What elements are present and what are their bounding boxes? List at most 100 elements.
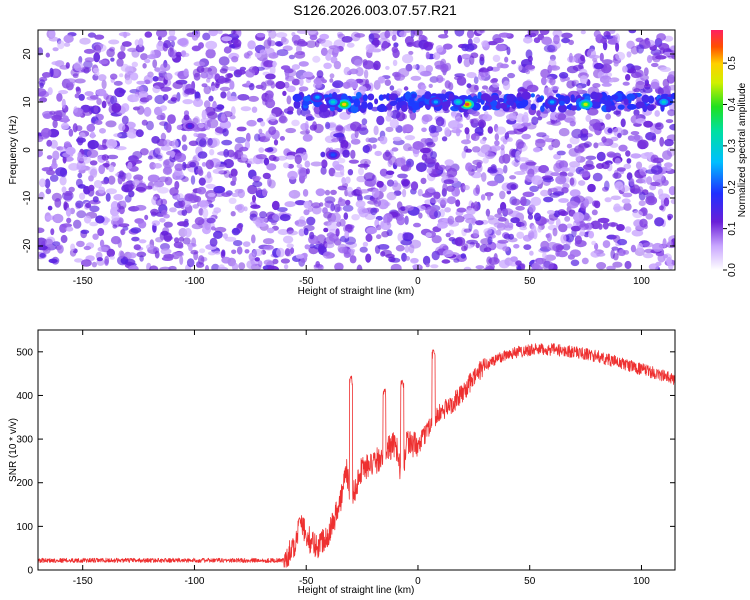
spectrogram-noise-cell: [246, 260, 256, 270]
spectrogram-noise-cell: [636, 44, 645, 54]
spectrogram-noise-cell: [252, 194, 256, 203]
spectrogram-noise-cell: [629, 177, 635, 187]
spectrogram-noise-cell: [52, 119, 58, 129]
spectrogram-noise-cell: [441, 136, 448, 142]
spectrogram-noise-cell: [312, 82, 323, 89]
spectrogram-band-cell: [506, 93, 516, 102]
spectrogram-noise-cell: [450, 111, 457, 117]
spectrogram-noise-cell: [425, 263, 430, 268]
spectrogram-noise-cell: [234, 188, 244, 194]
spectrogram-noise-cell: [101, 79, 107, 90]
spectrogram-noise-cell: [160, 248, 172, 255]
spectrogram-noise-cell: [209, 149, 215, 156]
spectrogram-noise-cell: [643, 120, 653, 128]
spectrogram-band-cell: [627, 103, 637, 110]
spectrogram-noise-cell: [160, 145, 172, 151]
spectrogram-noise-cell: [134, 204, 147, 211]
spectrogram-noise-cell: [65, 207, 72, 217]
spectrogram-noise-cell: [536, 110, 541, 117]
spectrogram-noise-cell: [291, 64, 301, 70]
spectrogram-noise-cell: [609, 78, 614, 83]
spectrogram-noise-cell: [508, 233, 514, 240]
spectrogram-noise-cell: [114, 87, 125, 98]
spectrogram-noise-cell: [606, 265, 616, 270]
spectrogram-noise-cell: [404, 205, 414, 211]
spectrogram-noise-cell: [201, 162, 207, 167]
spectrogram-noise-cell: [483, 228, 493, 235]
spectrogram-noise-cell: [569, 249, 582, 257]
spectrogram-noise-cell: [263, 157, 270, 166]
spectrogram-noise-cell: [543, 196, 554, 203]
spectrogram-noise-cell: [598, 223, 603, 230]
spectrogram-noise-cell: [573, 195, 585, 203]
spectrogram-noise-cell: [85, 202, 92, 209]
spectrogram-noise-cell: [511, 60, 517, 65]
spectrogram-noise-cell: [377, 76, 386, 84]
spectrogram-noise-cell: [57, 244, 64, 254]
spectrogram-noise-cell: [285, 127, 297, 134]
spectrogram-noise-cell: [510, 217, 520, 224]
x-tick-label: -150: [73, 576, 93, 587]
spectrogram-noise-cell: [574, 145, 585, 154]
spectrogram-noise-cell: [331, 138, 340, 143]
spectrogram-noise-cell: [638, 200, 646, 207]
spectrogram-noise-cell: [568, 165, 576, 174]
spectrogram-noise-cell: [262, 188, 267, 197]
spectrogram-noise-cell: [149, 162, 156, 170]
snr-series-line: [38, 343, 675, 568]
snr-frame: [37, 329, 676, 571]
spectrogram-noise-cell: [170, 150, 175, 158]
spectrogram-noise-cell: [192, 204, 199, 209]
spectrogram-noise-cell: [461, 150, 467, 159]
spectrogram-feature-peak: [330, 100, 336, 104]
spectrogram-noise-cell: [131, 61, 138, 68]
colorbar-tick-label: 0.3: [727, 138, 738, 152]
spectrogram-noise-cell: [329, 78, 334, 83]
spectrogram-noise-cell: [499, 190, 506, 200]
spectrogram-noise-cell: [348, 248, 356, 254]
spectrogram-noise-cell: [223, 158, 234, 169]
spectrogram-noise-cell: [93, 44, 102, 55]
spectrogram-noise-cell: [146, 120, 154, 131]
spectrogram-noise-cell: [421, 192, 433, 198]
spectrogram-noise-cell: [493, 37, 505, 44]
spectrogram-noise-cell: [267, 177, 272, 187]
spectrogram-noise-cell: [155, 154, 163, 159]
spectrogram-noise-cell: [404, 135, 416, 141]
spectrogram-noise-cell: [347, 169, 354, 176]
spectrogram-noise-cell: [238, 262, 246, 270]
spectrogram-noise-cell: [351, 214, 360, 221]
spectrogram-noise-cell: [503, 164, 508, 174]
spectrogram-noise-cell: [498, 259, 510, 269]
spectrogram-noise-cell: [90, 131, 96, 139]
spectrogram-noise-cell: [361, 118, 368, 125]
spectrogram-noise-cell: [231, 192, 240, 198]
spectrogram-noise-cell: [250, 204, 261, 209]
spectrogram-noise-cell: [570, 259, 580, 267]
spectrogram-noise-cell: [625, 74, 631, 81]
spectrogram-noise-cell: [607, 222, 619, 227]
spectrogram-noise-cell: [82, 110, 93, 116]
spectrogram-noise-cell: [110, 57, 115, 62]
spectrogram-noise-cell: [579, 170, 591, 178]
spectrogram-noise-cell: [391, 46, 398, 54]
spectrogram-noise-cell: [350, 121, 362, 132]
spectrogram-band-cell: [411, 93, 417, 99]
spectrogram-noise-cell: [102, 139, 108, 149]
spectrogram-noise-cell: [486, 256, 492, 265]
spectrogram-noise-cell: [515, 205, 525, 211]
spectrogram-noise-cell: [52, 213, 64, 224]
spectrogram-noise-cell: [626, 51, 632, 58]
spectrogram-noise-cell: [205, 183, 216, 189]
spectrogram-noise-cell: [110, 73, 118, 80]
spectrogram-band-cell: [641, 94, 650, 104]
spectrogram-noise-cell: [231, 30, 236, 35]
spectrogram-noise-cell: [184, 193, 195, 202]
spectrogram-noise-cell: [566, 80, 575, 89]
spectrogram-noise-cell: [555, 175, 567, 185]
spectrogram-noise-cell: [497, 239, 509, 244]
spectrogram-noise-cell: [535, 138, 546, 148]
spectrogram-noise-cell: [75, 200, 84, 209]
spectrogram-noise-cell: [406, 42, 414, 47]
spectrogram-noise-cell: [286, 95, 292, 105]
